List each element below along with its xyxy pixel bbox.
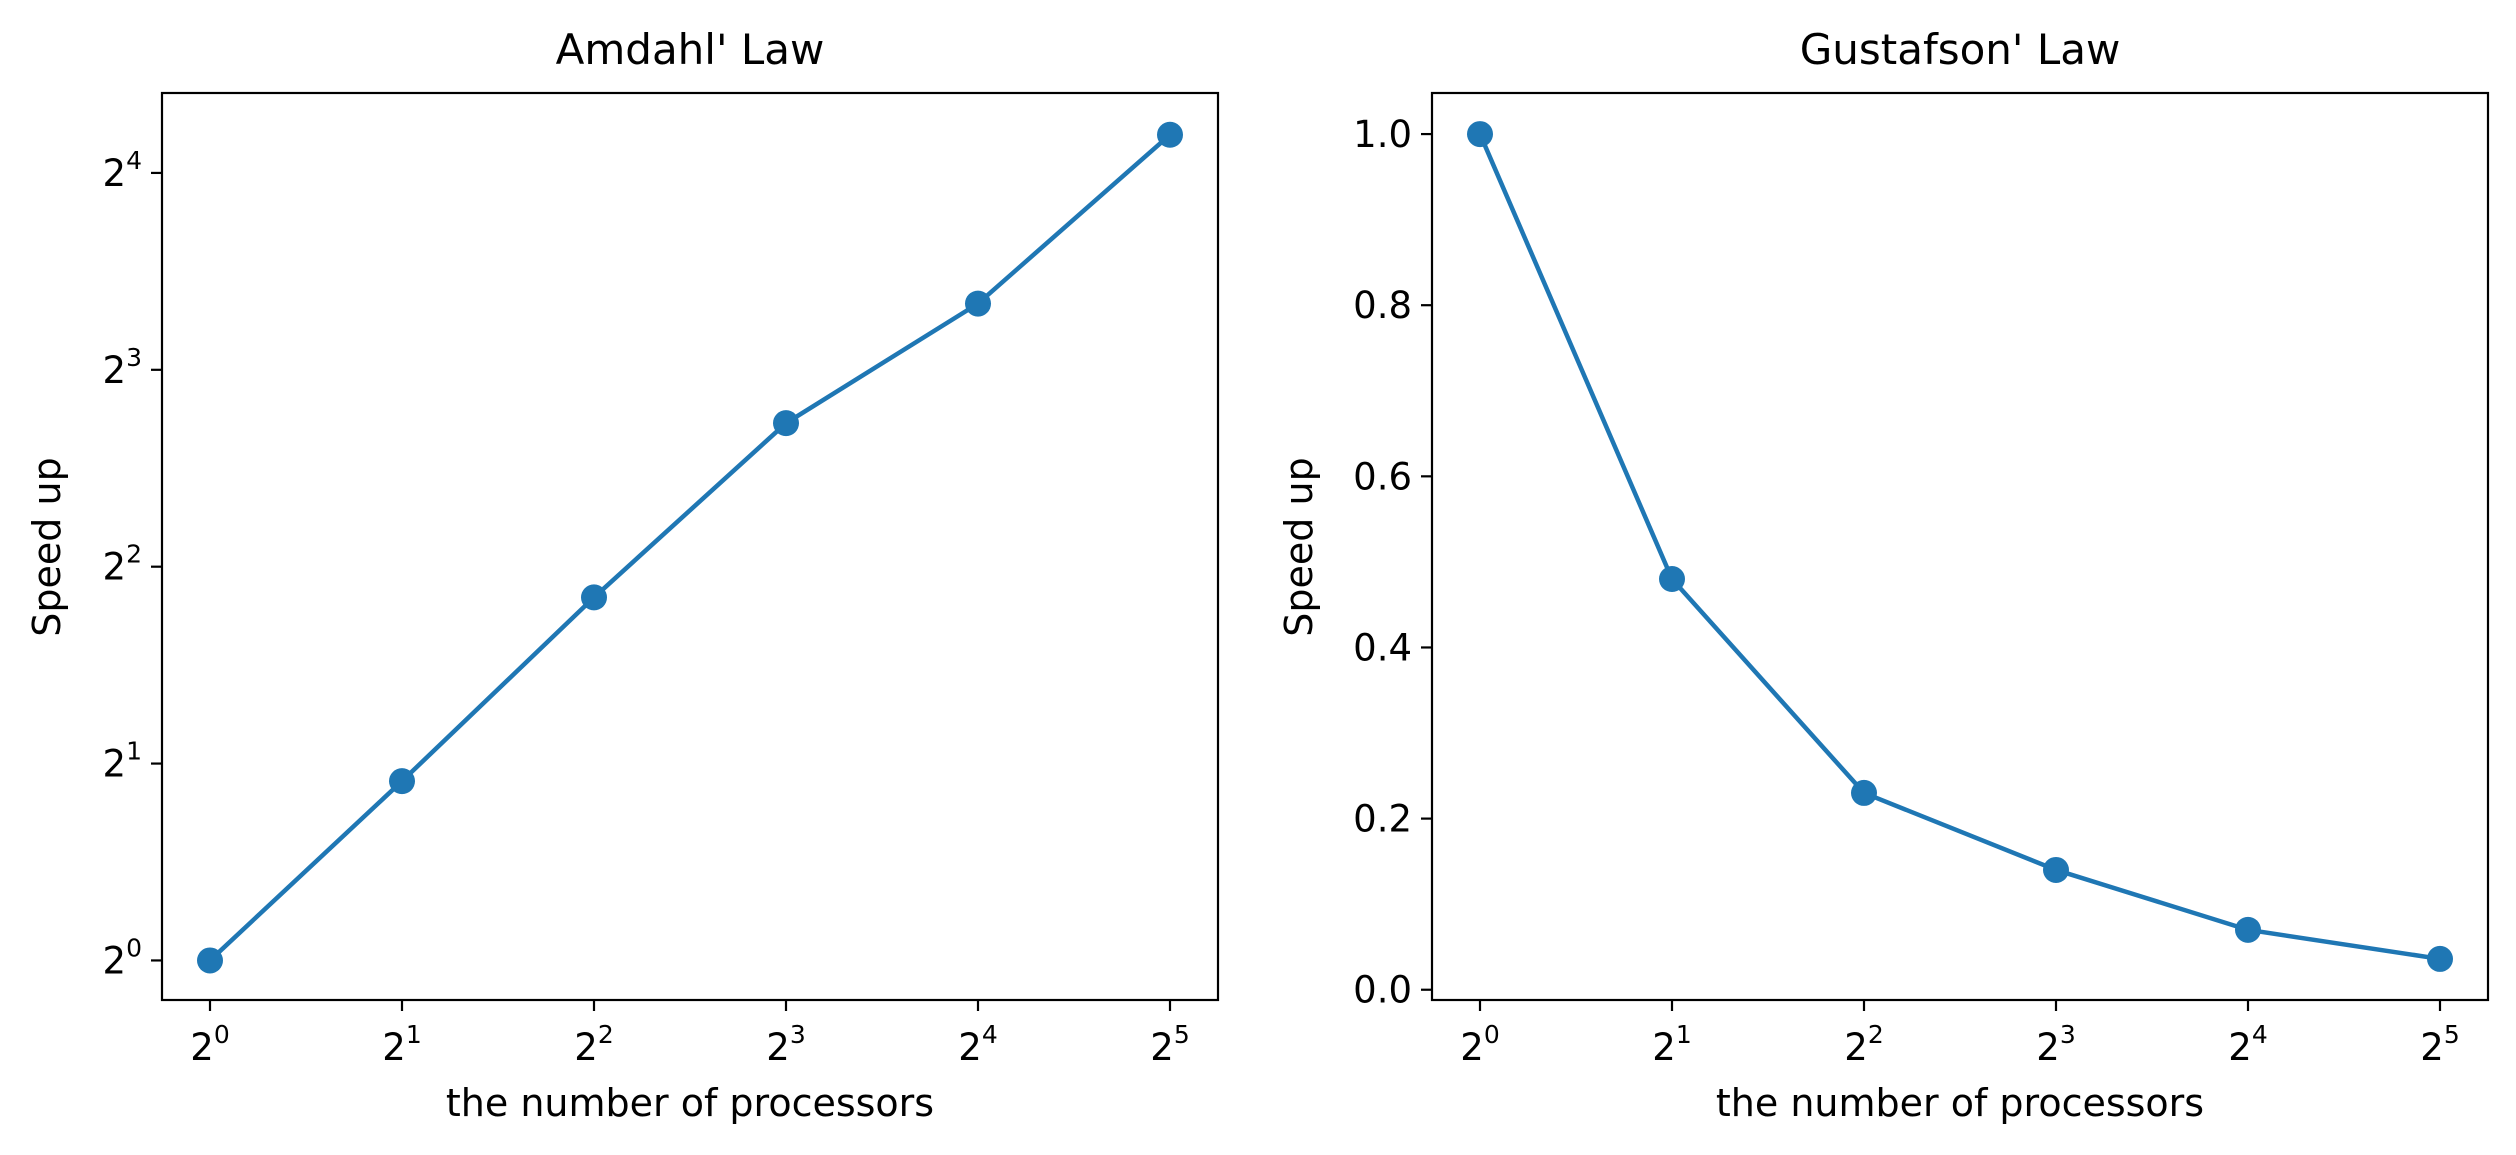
x-tick-label: 22 bbox=[1844, 1020, 1883, 1069]
x-tick-label: 24 bbox=[2228, 1020, 2267, 1069]
y-tick-label: 20 bbox=[103, 933, 142, 982]
data-point bbox=[197, 947, 223, 974]
y-tick-label: 22 bbox=[103, 540, 142, 589]
y-axis-label: Speed up bbox=[1277, 457, 1321, 636]
data-point bbox=[1157, 121, 1183, 148]
x-axis-label: the number of processors bbox=[1716, 1081, 2204, 1125]
data-point bbox=[965, 290, 991, 317]
series-group bbox=[1467, 121, 2453, 972]
x-tick-label: 20 bbox=[190, 1020, 229, 1069]
series-group bbox=[197, 121, 1183, 974]
series-line bbox=[208, 133, 1172, 963]
data-point bbox=[1659, 566, 1685, 593]
x-axis: 20 21 22 23 24 25 bbox=[190, 1000, 1190, 1069]
y-tick-label: 0.0 bbox=[1353, 969, 1412, 1012]
x-tick-label: 21 bbox=[1652, 1020, 1691, 1069]
y-tick-label: 0.6 bbox=[1353, 455, 1412, 498]
data-point bbox=[1851, 779, 1877, 806]
y-axis-label: Speed up bbox=[25, 457, 69, 636]
x-tick-label: 23 bbox=[766, 1020, 805, 1069]
chart-title: Gustafson' Law bbox=[1800, 25, 2121, 74]
y-axis: 20 21 22 23 24 bbox=[103, 146, 162, 982]
x-tick-label: 25 bbox=[1150, 1020, 1189, 1069]
data-point bbox=[1467, 121, 1493, 148]
data-point bbox=[2427, 945, 2453, 972]
x-axis: 20 21 22 23 24 25 bbox=[1460, 1000, 2460, 1069]
x-tick-label: 22 bbox=[574, 1020, 613, 1069]
data-point bbox=[773, 410, 799, 437]
x-tick-label: 21 bbox=[382, 1020, 421, 1069]
y-tick-label: 0.8 bbox=[1353, 284, 1412, 327]
y-tick-label: 24 bbox=[103, 146, 142, 195]
x-tick-label: 25 bbox=[2420, 1020, 2459, 1069]
data-point bbox=[2235, 916, 2261, 943]
data-point bbox=[2043, 856, 2069, 883]
chart-amdahl: Amdahl' Law 20 21 22 23 24 20 21 22 23 24 25 the … bbox=[25, 25, 1220, 1125]
series-line bbox=[1477, 133, 2441, 962]
x-tick-label: 20 bbox=[1460, 1020, 1499, 1069]
y-tick-label: 0.2 bbox=[1353, 798, 1412, 841]
plot-frame bbox=[1430, 91, 2490, 1002]
y-tick-label: 21 bbox=[103, 737, 142, 786]
x-tick-label: 23 bbox=[2036, 1020, 2075, 1069]
data-point bbox=[389, 768, 415, 795]
y-tick-label: 23 bbox=[103, 343, 142, 392]
y-axis: 0.0 0.2 0.4 0.6 0.8 1.0 bbox=[1353, 113, 1432, 1012]
y-tick-label: 1.0 bbox=[1353, 113, 1412, 156]
y-tick-label: 0.4 bbox=[1353, 626, 1412, 669]
x-tick-label: 24 bbox=[958, 1020, 997, 1069]
chart-title: Amdahl' Law bbox=[556, 25, 825, 74]
x-axis-label: the number of processors bbox=[446, 1081, 934, 1125]
data-point bbox=[581, 584, 607, 611]
plot-frame bbox=[160, 91, 1220, 1002]
chart-gustafson: Gustafson' Law 0.0 0.2 0.4 0.6 0.8 1.0 20 21 22… bbox=[1277, 25, 2490, 1125]
